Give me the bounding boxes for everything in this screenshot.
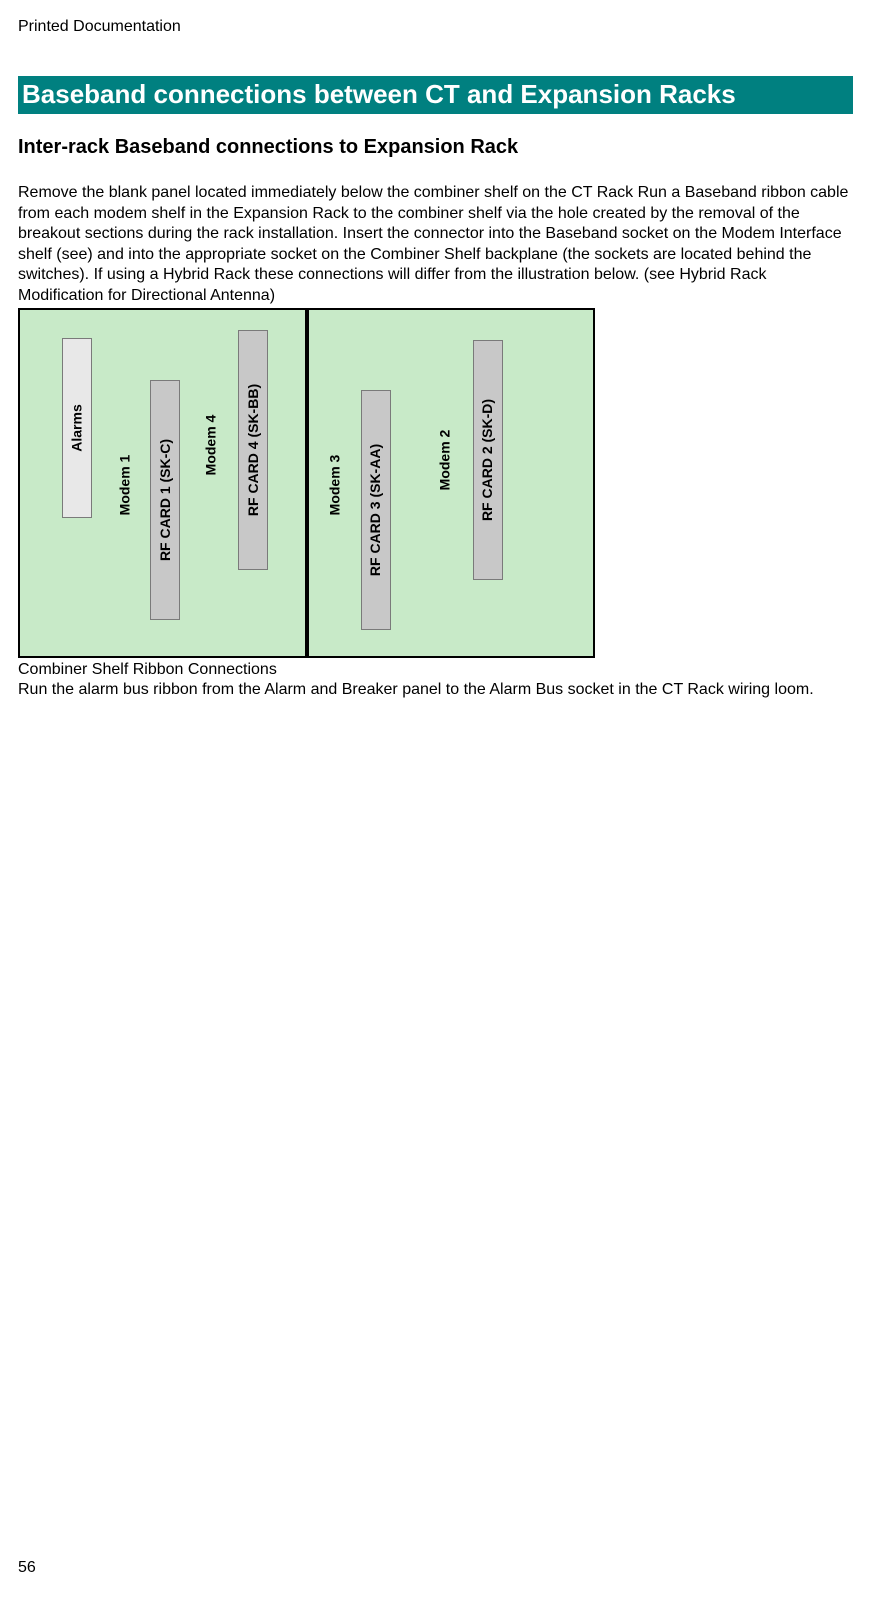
modem2-label-box: Modem 2 [433, 330, 457, 590]
rf-card-3-label: RF CARD 3 (SK-AA) [368, 444, 384, 576]
combiner-shelf-diagram: Alarms Modem 1 RF CARD 1 (SK-C) Modem 4 … [18, 308, 595, 658]
intro-paragraph: Remove the blank panel located immediate… [18, 183, 853, 306]
alarms-card: Alarms [62, 338, 92, 518]
rf-card-4: RF CARD 4 (SK-BB) [238, 330, 268, 570]
doc-title: Printed Documentation [18, 18, 853, 36]
modem4-label: Modem 4 [202, 415, 218, 476]
modem3-label: Modem 3 [327, 455, 343, 516]
rf-card-2-label: RF CARD 2 (SK-D) [480, 399, 496, 521]
rf-card-3: RF CARD 3 (SK-AA) [361, 390, 391, 630]
rf-card-2: RF CARD 2 (SK-D) [473, 340, 503, 580]
diagram-caption: Combiner Shelf Ribbon Connections [18, 660, 853, 680]
modem1-label: Modem 1 [116, 455, 132, 516]
diagram-right-panel: Modem 3 RF CARD 3 (SK-AA) Modem 2 RF CAR… [307, 310, 594, 656]
modem1-label-box: Modem 1 [112, 340, 136, 630]
modem2-label: Modem 2 [437, 430, 453, 491]
rf-card-4-label: RF CARD 4 (SK-BB) [245, 384, 261, 516]
modem4-label-box: Modem 4 [198, 330, 222, 560]
diagram-left-panel: Alarms Modem 1 RF CARD 1 (SK-C) Modem 4 … [20, 310, 307, 656]
rf-card-1: RF CARD 1 (SK-C) [150, 380, 180, 620]
section-title-banner: Baseband connections between CT and Expa… [18, 76, 853, 114]
alarms-label: Alarms [69, 404, 85, 451]
modem3-label-box: Modem 3 [323, 340, 347, 630]
page-number: 56 [18, 1559, 36, 1577]
rf-card-1-label: RF CARD 1 (SK-C) [157, 439, 173, 561]
subheading: Inter-rack Baseband connections to Expan… [18, 136, 853, 159]
followup-paragraph: Run the alarm bus ribbon from the Alarm … [18, 680, 853, 700]
